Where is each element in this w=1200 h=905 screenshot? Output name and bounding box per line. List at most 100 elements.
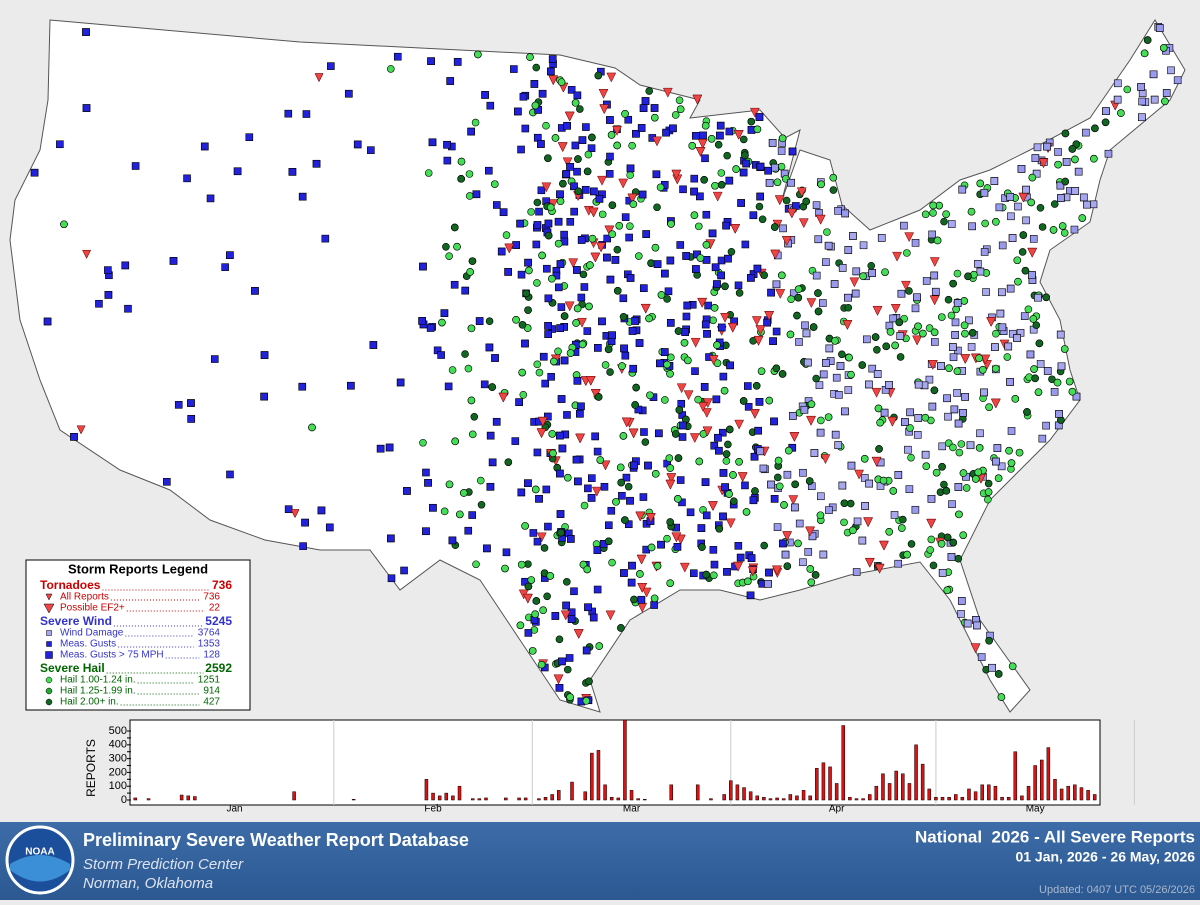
tornado-marker (842, 320, 853, 330)
wind-marker (639, 284, 648, 293)
wind-marker (810, 449, 819, 457)
bar (788, 794, 793, 801)
wind-marker (426, 324, 435, 332)
hail-marker (1068, 145, 1077, 153)
wind-marker (914, 414, 923, 422)
hail-marker (937, 539, 946, 548)
wind-marker (959, 409, 967, 417)
hail-marker (905, 287, 913, 295)
hail-marker (460, 489, 468, 497)
hail-marker (419, 438, 427, 447)
wind-marker (554, 217, 563, 226)
hail-marker (650, 594, 659, 603)
hail-marker (1011, 395, 1020, 403)
bar (629, 790, 634, 801)
wind-marker (510, 65, 518, 73)
wind-marker (570, 587, 578, 596)
hail-marker (954, 554, 963, 563)
hail-marker (564, 473, 572, 482)
wind-marker (1054, 148, 1062, 156)
hail-marker (725, 425, 734, 434)
hail-marker (1036, 204, 1045, 212)
wind-marker (974, 260, 982, 268)
wind-marker (566, 218, 575, 226)
wind-marker (558, 657, 566, 666)
hail-marker (881, 268, 889, 276)
icon (46, 630, 52, 636)
hail-marker (721, 282, 729, 291)
hail-marker (675, 96, 684, 105)
wind-marker (947, 553, 956, 561)
wind-marker (82, 28, 90, 36)
wind-marker (777, 147, 786, 155)
wind-marker (717, 271, 725, 280)
wind-marker (841, 209, 850, 218)
bar (894, 770, 898, 801)
wind-marker (625, 233, 633, 242)
wind-marker (376, 444, 385, 453)
bar (1073, 784, 1077, 801)
hail-marker (650, 113, 659, 122)
hail-marker (695, 222, 703, 231)
wind-marker (605, 170, 614, 178)
wind-marker (742, 159, 750, 168)
hail-marker (778, 271, 786, 280)
wind-marker (722, 221, 730, 230)
hail-marker (501, 564, 509, 573)
bar (795, 795, 799, 801)
wind-marker (1173, 76, 1182, 85)
wind-marker (816, 428, 825, 437)
wind-marker (819, 370, 828, 379)
wind-marker (1006, 284, 1015, 293)
wind-marker (998, 288, 1006, 297)
wind-marker (544, 294, 553, 303)
wind-marker (980, 248, 989, 256)
wind-marker (620, 569, 628, 577)
bar (557, 790, 561, 801)
hail-marker (702, 570, 711, 579)
hail-marker (532, 597, 541, 605)
tornado-marker (749, 409, 760, 419)
wind-marker (570, 207, 578, 216)
wind-marker (1079, 193, 1088, 202)
hail-marker (717, 180, 726, 189)
wind-marker (831, 430, 840, 439)
hail-marker (943, 533, 952, 542)
hail-marker (812, 374, 820, 383)
legend-item-count: 3764 (198, 628, 221, 639)
tornado-marker (564, 111, 575, 122)
wind-marker (131, 162, 140, 170)
hail-marker (450, 223, 459, 232)
x-tick-label: Apr (829, 804, 845, 815)
hail-marker (1049, 226, 1058, 234)
wind-marker (551, 612, 560, 620)
tornado-marker (786, 208, 797, 219)
legend-item-count: 128 (203, 650, 220, 661)
hail-marker (554, 239, 563, 248)
hail-marker (531, 101, 540, 110)
hail-marker (976, 179, 985, 188)
hail-marker (809, 323, 818, 331)
hail-marker (1023, 408, 1031, 416)
hail-marker (613, 286, 622, 295)
wind-marker (475, 317, 484, 325)
wind-marker (30, 168, 39, 177)
wind-marker (788, 147, 797, 156)
hail-marker (641, 438, 650, 446)
bar (431, 792, 435, 801)
hail-marker (974, 468, 983, 477)
hail-marker (604, 345, 613, 354)
wind-marker (725, 127, 734, 136)
wind-marker (593, 447, 602, 456)
wind-marker (556, 190, 564, 199)
wind-marker (861, 502, 869, 510)
wind-marker (511, 437, 520, 445)
hail-marker (735, 289, 744, 297)
wind-marker (844, 293, 852, 302)
hail-marker (955, 448, 964, 457)
bar (477, 798, 482, 801)
tornado-marker (692, 94, 703, 105)
wind-marker (538, 89, 547, 98)
wind-marker (419, 262, 427, 271)
hail-marker (524, 306, 532, 314)
